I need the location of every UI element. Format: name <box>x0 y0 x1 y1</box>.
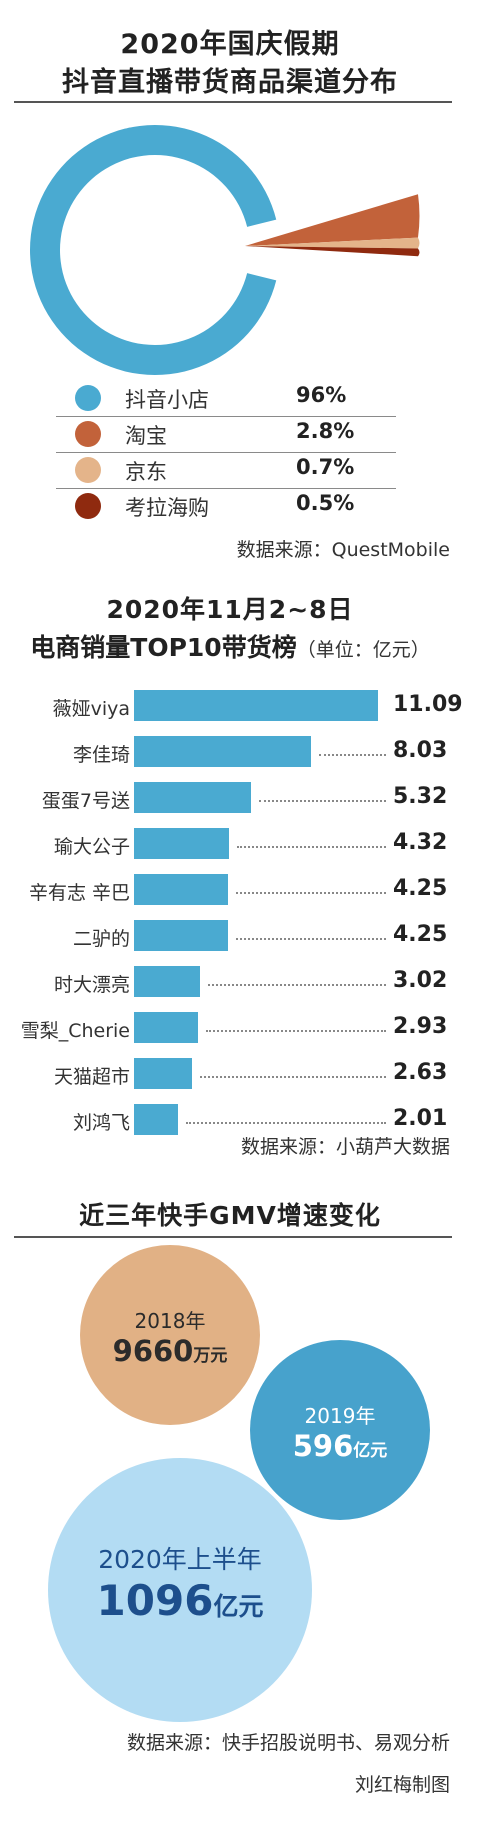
bar-value-label: 3.02 <box>393 968 448 993</box>
bubble-value: 9660 <box>112 1334 194 1368</box>
bar-value-label: 2.63 <box>393 1060 448 1085</box>
bubble-unit: 万元 <box>193 1346 228 1366</box>
bar <box>134 1104 179 1135</box>
legend-value: 0.7% <box>296 455 355 479</box>
bar-subtitle: 电商销量TOP10带货榜 <box>30 633 297 662</box>
bar <box>134 966 201 997</box>
bar <box>134 874 228 905</box>
bar-leader-line <box>259 800 386 802</box>
bubble-year: 2019年 <box>304 1404 376 1428</box>
bar-value-label: 11.09 <box>393 692 463 717</box>
bubble-label: 2020年上半年 1096亿元 <box>70 1540 290 1625</box>
pie-slice-考拉海购 <box>245 246 420 257</box>
bar-category-label: 李佳琦 <box>72 744 130 766</box>
legend-divider <box>56 416 396 417</box>
bar-category-label: 雪梨_Cherie <box>20 1020 130 1042</box>
bubble-unit: 亿元 <box>353 1441 388 1461</box>
bubble-label: 2019年 596亿元 <box>230 1400 450 1463</box>
bar <box>134 1012 199 1043</box>
bar-leader-line <box>208 984 386 986</box>
bubble-year: 2018年 <box>134 1309 206 1333</box>
bar-value-label: 5.32 <box>393 784 448 809</box>
bar-category-label: 天猫超市 <box>53 1066 130 1088</box>
bar-leader-line <box>318 754 386 756</box>
bubble <box>250 1340 430 1520</box>
bar-category-label: 瑜大公子 <box>53 836 130 858</box>
bubble-title-rule <box>14 1236 452 1238</box>
legend-label: 京东 <box>125 460 167 484</box>
bar-value-label: 8.03 <box>393 738 448 763</box>
bar-category-label: 二驴的 <box>72 928 130 950</box>
bar-value-label: 4.25 <box>393 876 448 901</box>
bar-leader-line <box>235 892 386 894</box>
bar-leader-line <box>186 1122 386 1124</box>
bar-leader-line <box>206 1030 386 1032</box>
bubble <box>48 1458 312 1722</box>
legend-value: 96% <box>296 383 347 407</box>
bubble-title: 近三年快手GMV增速变化 <box>79 1201 381 1230</box>
bar-category-label: 薇娅viya <box>52 698 130 720</box>
bar-category-label: 蛋蛋7号送 <box>41 790 130 812</box>
legend-divider <box>56 488 396 489</box>
bar <box>134 828 230 859</box>
bar-leader-line <box>235 938 386 940</box>
legend-swatch <box>75 421 101 447</box>
legend-swatch <box>75 385 101 411</box>
bar <box>134 736 311 767</box>
bubble <box>80 1245 260 1425</box>
bar-title: 2020年11月2~8日 <box>106 595 354 624</box>
legend-label: 淘宝 <box>125 424 167 448</box>
pie-slice-抖音小店 <box>30 125 277 375</box>
legend-value: 0.5% <box>296 491 355 515</box>
bar-subtitle-row: 电商销量TOP10带货榜（单位：亿元） <box>0 628 460 664</box>
pie-subtitle: 抖音直播带货商品渠道分布 <box>62 67 398 98</box>
bar-value-label: 2.01 <box>393 1106 448 1131</box>
bar-value-label: 4.32 <box>393 830 448 855</box>
bubble-value: 596 <box>292 1429 354 1463</box>
bubble-value-line: 596亿元 <box>230 1429 450 1463</box>
bubble-source: 数据来源：快手招股说明书、易观分析 <box>126 1732 450 1754</box>
bar-source: 数据来源：小葫芦大数据 <box>240 1136 450 1158</box>
bubble-value: 1096 <box>96 1576 214 1625</box>
legend-label: 抖音小店 <box>125 388 209 412</box>
bar-value-label: 2.93 <box>393 1014 448 1039</box>
bubble-label: 2018年 9660万元 <box>60 1305 280 1368</box>
legend-swatch <box>75 493 101 519</box>
pie-slice-淘宝 <box>245 194 420 246</box>
bubble-unit: 亿元 <box>213 1592 264 1621</box>
bar <box>134 920 228 951</box>
pie-title-rule <box>14 101 452 103</box>
pie-slice-京东 <box>245 237 420 249</box>
bar-leader-line <box>199 1076 386 1078</box>
legend-swatch <box>75 457 101 483</box>
credit: 刘红梅制图 <box>354 1774 450 1796</box>
pie-chart <box>30 125 420 375</box>
legend-label: 考拉海购 <box>125 496 209 520</box>
legend-divider <box>56 452 396 453</box>
bar-leader-line <box>237 846 386 848</box>
pie-source: 数据来源：QuestMobile <box>236 539 450 561</box>
bar-value-label: 4.25 <box>393 922 448 947</box>
legend-value: 2.8% <box>296 419 355 443</box>
bar-unit: （单位：亿元） <box>296 639 430 661</box>
bar-category-label: 辛有志 辛巴 <box>28 882 130 904</box>
bar <box>134 782 252 813</box>
bubble-value-line: 9660万元 <box>60 1334 280 1368</box>
bar-category-label: 刘鸿飞 <box>72 1112 130 1134</box>
bubble-value-line: 1096亿元 <box>70 1576 290 1625</box>
bar-category-label: 时大漂亮 <box>53 974 130 996</box>
bubble-year: 2020年上半年 <box>98 1545 262 1574</box>
bar <box>134 1058 192 1089</box>
bar <box>134 690 378 721</box>
pie-title: 2020年国庆假期 <box>120 29 340 60</box>
